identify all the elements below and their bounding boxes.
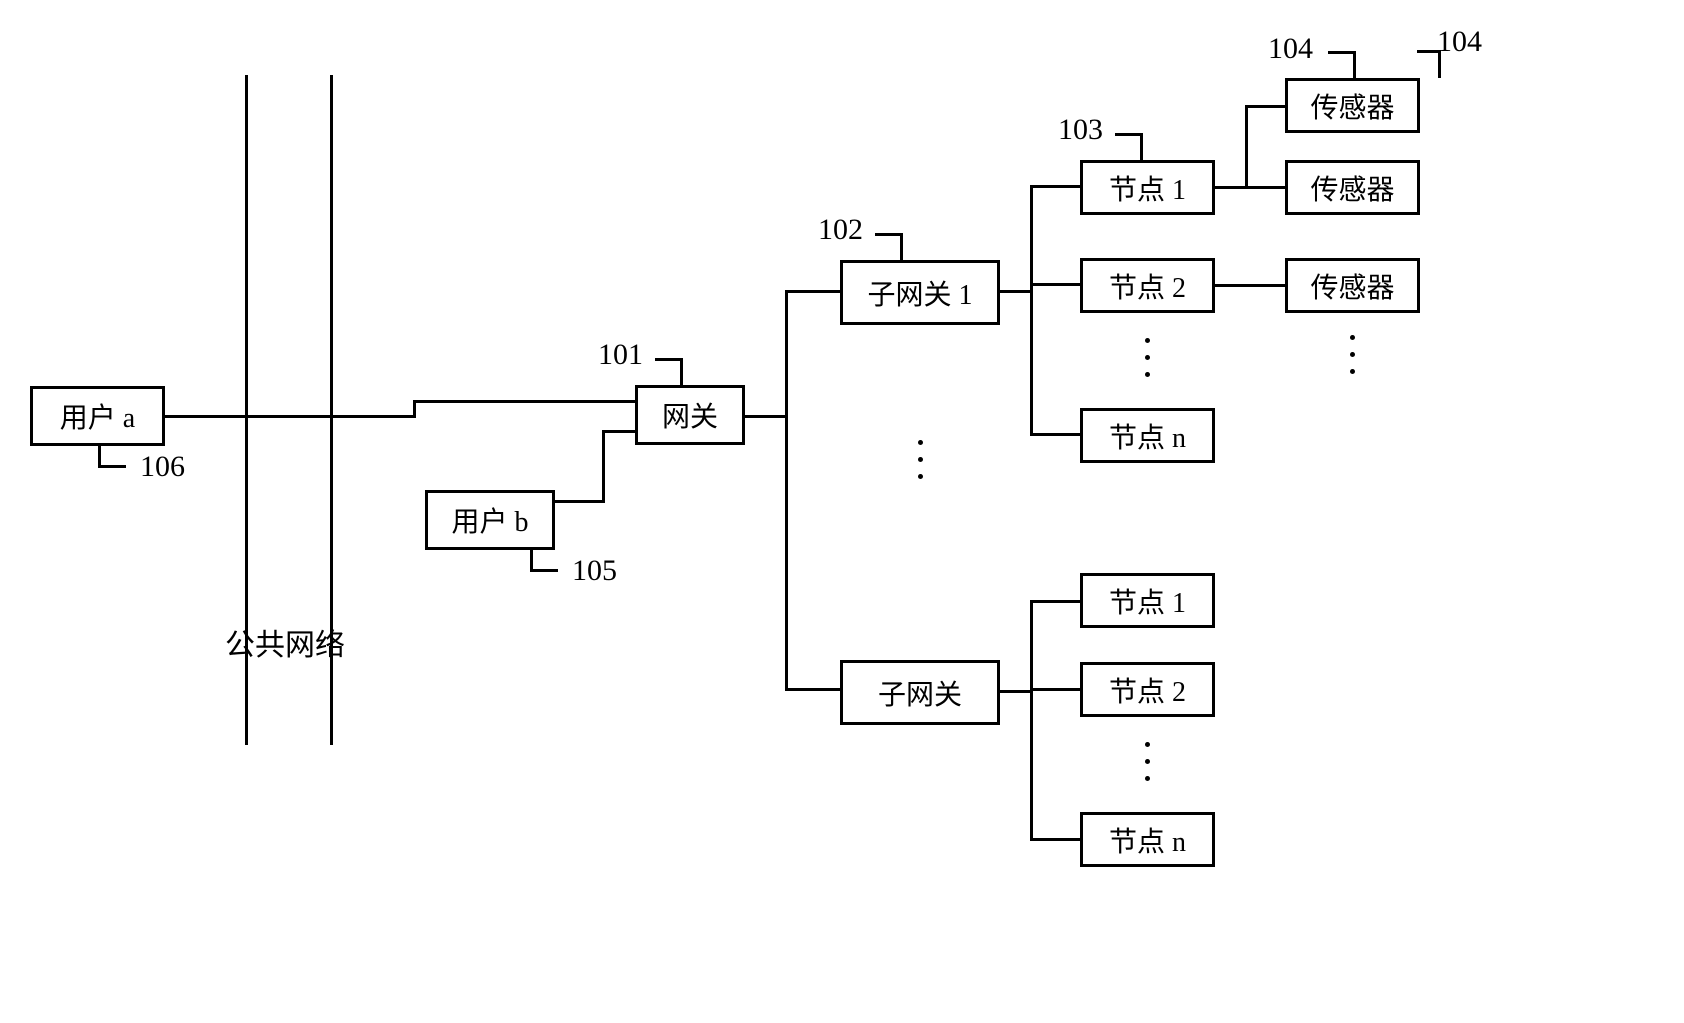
ref-104: 104 [1268,32,1313,66]
gateway-text: 网关 [662,395,718,435]
leader-103 [1115,133,1143,160]
ref-106: 106 [140,450,185,484]
sensor-3-text: 传感器 [1310,266,1394,306]
node-na-box: 节点 n [1080,408,1215,463]
conn-n2a-sensor3 [1215,284,1285,287]
conn-sg2-out [1000,690,1030,693]
node-na-text: 节点 n [1109,416,1186,456]
sensor-1-box: 传感器 [1285,78,1420,133]
node-nb-box: 节点 n [1080,812,1215,867]
subgateway-1-box: 子网关 1 [840,260,1000,325]
vdots-subgateways [918,440,923,479]
vdots-sensors [1350,335,1355,374]
conn-n1a-bus [1245,105,1248,189]
user-b-box: 用户 b [425,490,555,550]
conn-user-b-v [602,432,605,502]
vdots-nodes-b [1145,742,1150,781]
ref-101: 101 [598,338,643,372]
conn-user-a-gateway [165,415,413,418]
conn-gw-sg1 [785,290,840,293]
conn-gw-sg2 [785,688,840,691]
conn-user-b-h [555,500,605,503]
ref-102: 102 [818,213,863,247]
vdots-nodes-a [1145,338,1150,377]
user-a-text: 用户 a [60,396,135,436]
conn-sg2-n1 [1030,600,1080,603]
conn-sg2-nn [1030,838,1080,841]
ref-105: 105 [572,554,617,588]
subgateway-2-box: 子网关 [840,660,1000,725]
user-a-box: 用户 a [30,386,165,446]
conn-gw-bus [785,290,788,690]
subgateway-2-text: 子网关 [878,673,962,713]
sensor-1-text: 传感器 [1310,86,1394,126]
public-network-label: 公共网络 [225,620,345,664]
conn-to-gateway [413,400,635,403]
leader-106 [98,446,126,468]
node-2a-text: 节点 2 [1109,266,1186,306]
node-nb-text: 节点 n [1109,820,1186,860]
node-1b-box: 节点 1 [1080,573,1215,628]
node-2b-box: 节点 2 [1080,662,1215,717]
sensor-2-box: 传感器 [1285,160,1420,215]
conn-n1a-out [1215,186,1245,189]
conn-sg1-nn [1030,433,1080,436]
leader-102 [875,233,903,260]
conn-sg1-bus [1030,185,1033,435]
conn-sg1-n1 [1030,185,1080,188]
conn-sg2-bus [1030,600,1033,840]
leader-105 [530,550,558,572]
sensor-2-text: 传感器 [1310,168,1394,208]
leader-104 [1328,51,1356,78]
node-2a-box: 节点 2 [1080,258,1215,313]
conn-sensor1 [1245,105,1285,108]
leader-104b [1417,50,1441,78]
node-1a-box: 节点 1 [1080,160,1215,215]
conn-gw-out [745,415,785,418]
node-1a-text: 节点 1 [1109,168,1186,208]
conn-sg1-out [1000,290,1030,293]
user-b-text: 用户 b [451,500,528,540]
conn-bend-v [413,402,416,418]
gateway-box: 网关 [635,385,745,445]
ref-104b: 104 [1437,25,1482,59]
subgateway-1-text: 子网关 1 [867,273,972,313]
conn-user-b-h2 [602,430,635,433]
ref-103: 103 [1058,113,1103,147]
leader-101 [655,358,683,385]
conn-sensor2 [1245,186,1285,189]
conn-sg1-n2 [1030,283,1080,286]
node-2b-text: 节点 2 [1109,670,1186,710]
node-1b-text: 节点 1 [1109,581,1186,621]
conn-sg2-n2 [1030,688,1080,691]
sensor-3-box: 传感器 [1285,258,1420,313]
